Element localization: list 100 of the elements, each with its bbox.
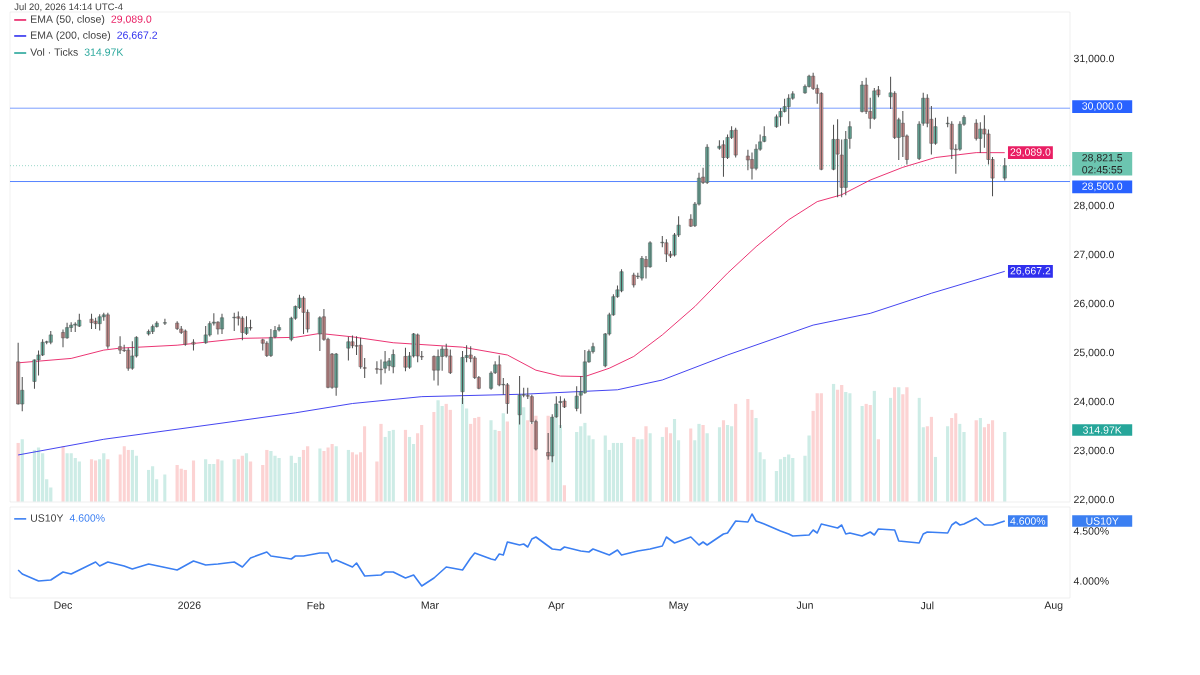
candlestick [175,321,180,331]
x-tick-label: Apr [548,601,565,611]
bar [191,460,196,502]
line-series [17,513,1006,587]
text: Vol · Ticks [30,48,78,56]
bar [636,439,640,502]
text: US10Y [1086,517,1119,525]
bar [954,413,958,502]
bar [220,460,224,502]
bar [216,459,220,502]
bar [958,423,962,502]
candlestick [664,239,669,262]
bar [746,399,750,502]
text: 29,089.0 [111,15,152,25]
bar [346,449,351,502]
y-tick-label: 27,000.0 [1074,250,1114,260]
bar [974,420,978,502]
bar [126,449,130,502]
bar [990,420,995,502]
bar [734,403,738,502]
bar [65,453,69,502]
bar [436,400,440,502]
bar [754,417,758,502]
bar [1003,432,1007,502]
candlestick [73,322,78,332]
bar [420,425,424,502]
bar [89,459,94,502]
x-tick-label: 2026 [178,601,201,609]
bar [705,433,709,502]
x-tick-label: Dec [54,601,73,609]
bar [460,397,465,502]
bar [982,427,987,502]
bar [363,426,367,502]
candlestick [77,313,82,328]
candlestick [391,349,396,374]
legend-label: US10Y [31,514,64,522]
bar [917,397,921,502]
x-tick-label: May [669,601,689,611]
x-tick-label: Aug [1044,601,1063,611]
bar [844,391,848,502]
y-tick-label: 26,000.0 [1074,299,1114,309]
bar [782,456,787,502]
bar [277,458,281,502]
bar [61,446,65,502]
y-tick-label: 25,000.0 [1074,348,1114,358]
bar [876,439,881,502]
bar [660,436,664,502]
bar [893,387,897,502]
bar [240,455,245,502]
bar [579,426,583,502]
bar [69,453,73,502]
bar [897,387,901,502]
y-tick-label: 4.000% [1073,577,1109,585]
bar [978,417,982,502]
bar [522,407,526,502]
bar [501,413,505,502]
text: 314.97K [84,48,124,56]
bar [106,459,110,502]
candlestick [415,333,420,363]
bar [432,412,436,502]
x-tick-label: Jul [920,601,934,610]
bar [619,442,624,502]
candlestick [835,119,840,198]
ref-line-label: 28,821.5 [1082,153,1123,163]
bar [864,403,868,502]
candlestick [97,314,102,331]
line-series [17,270,1006,456]
text: 26,667.2 [117,31,158,41]
bar [301,449,306,502]
candlestick [786,94,791,124]
bar [721,420,726,502]
candlestick [191,339,196,351]
bar [208,463,212,502]
bar [868,404,872,502]
bar [672,419,677,502]
bar [269,450,273,502]
bar [933,456,938,502]
bar [130,449,134,502]
bar [354,454,359,502]
bar [93,460,98,502]
bar [807,435,811,502]
bar [701,425,705,502]
ref-line-label: 28,500.0 [1082,182,1123,192]
legend-label: EMA (200, close) [31,31,111,41]
y-tick-label: 24,000.0 [1074,397,1114,407]
bar [379,423,383,502]
y-tick-label: 4.500% [1073,527,1109,535]
candlestick [183,329,188,346]
bar [122,446,126,502]
candlestick [162,318,167,326]
data-label: 29,089.0 [1010,148,1051,158]
bar [946,426,950,502]
bar [289,455,293,502]
bar [330,443,334,502]
candlestick [89,313,94,330]
bar [831,383,836,502]
candlestick [248,319,253,331]
bar [212,463,216,502]
x-tick-label: Feb [307,601,325,610]
text: Jul 20, 2026 14:14 UTC-4 [14,3,123,12]
